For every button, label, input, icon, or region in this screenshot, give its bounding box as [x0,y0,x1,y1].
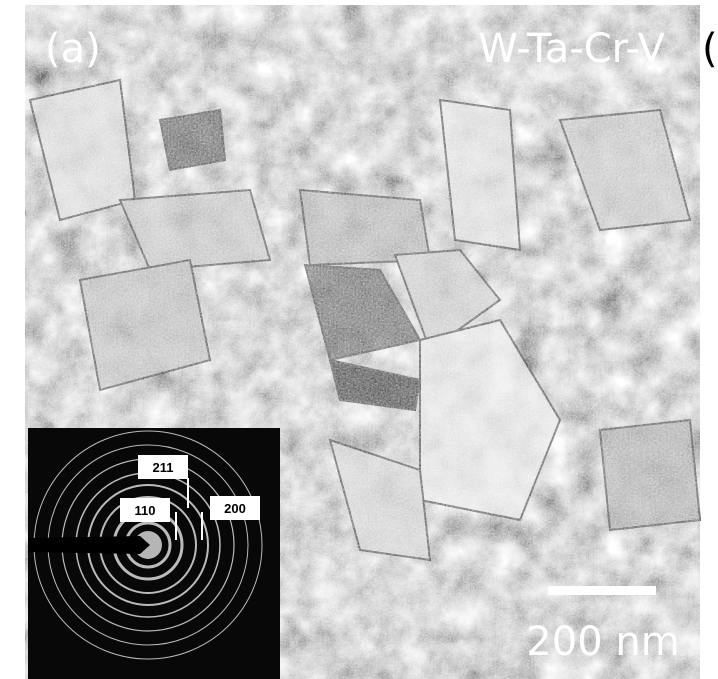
ring-label: 200 [224,501,246,516]
ring-label: 211 [153,460,174,475]
micrograph-figure: (a) W-Ta-Cr-V ( 211 110 200 200 nm [0,0,718,679]
scale-bar-label: 200 nm [526,619,679,665]
alloy-label: W-Ta-Cr-V [478,26,665,72]
ring-label: 110 [135,503,156,518]
diffraction-inset: 211 110 200 [28,428,280,679]
scale-bar [548,586,656,595]
page: {"image": {"panel_label": "(a)", "title"… [0,0,718,679]
panel-label: (a) [45,26,101,72]
edge-text: ( [702,26,718,72]
